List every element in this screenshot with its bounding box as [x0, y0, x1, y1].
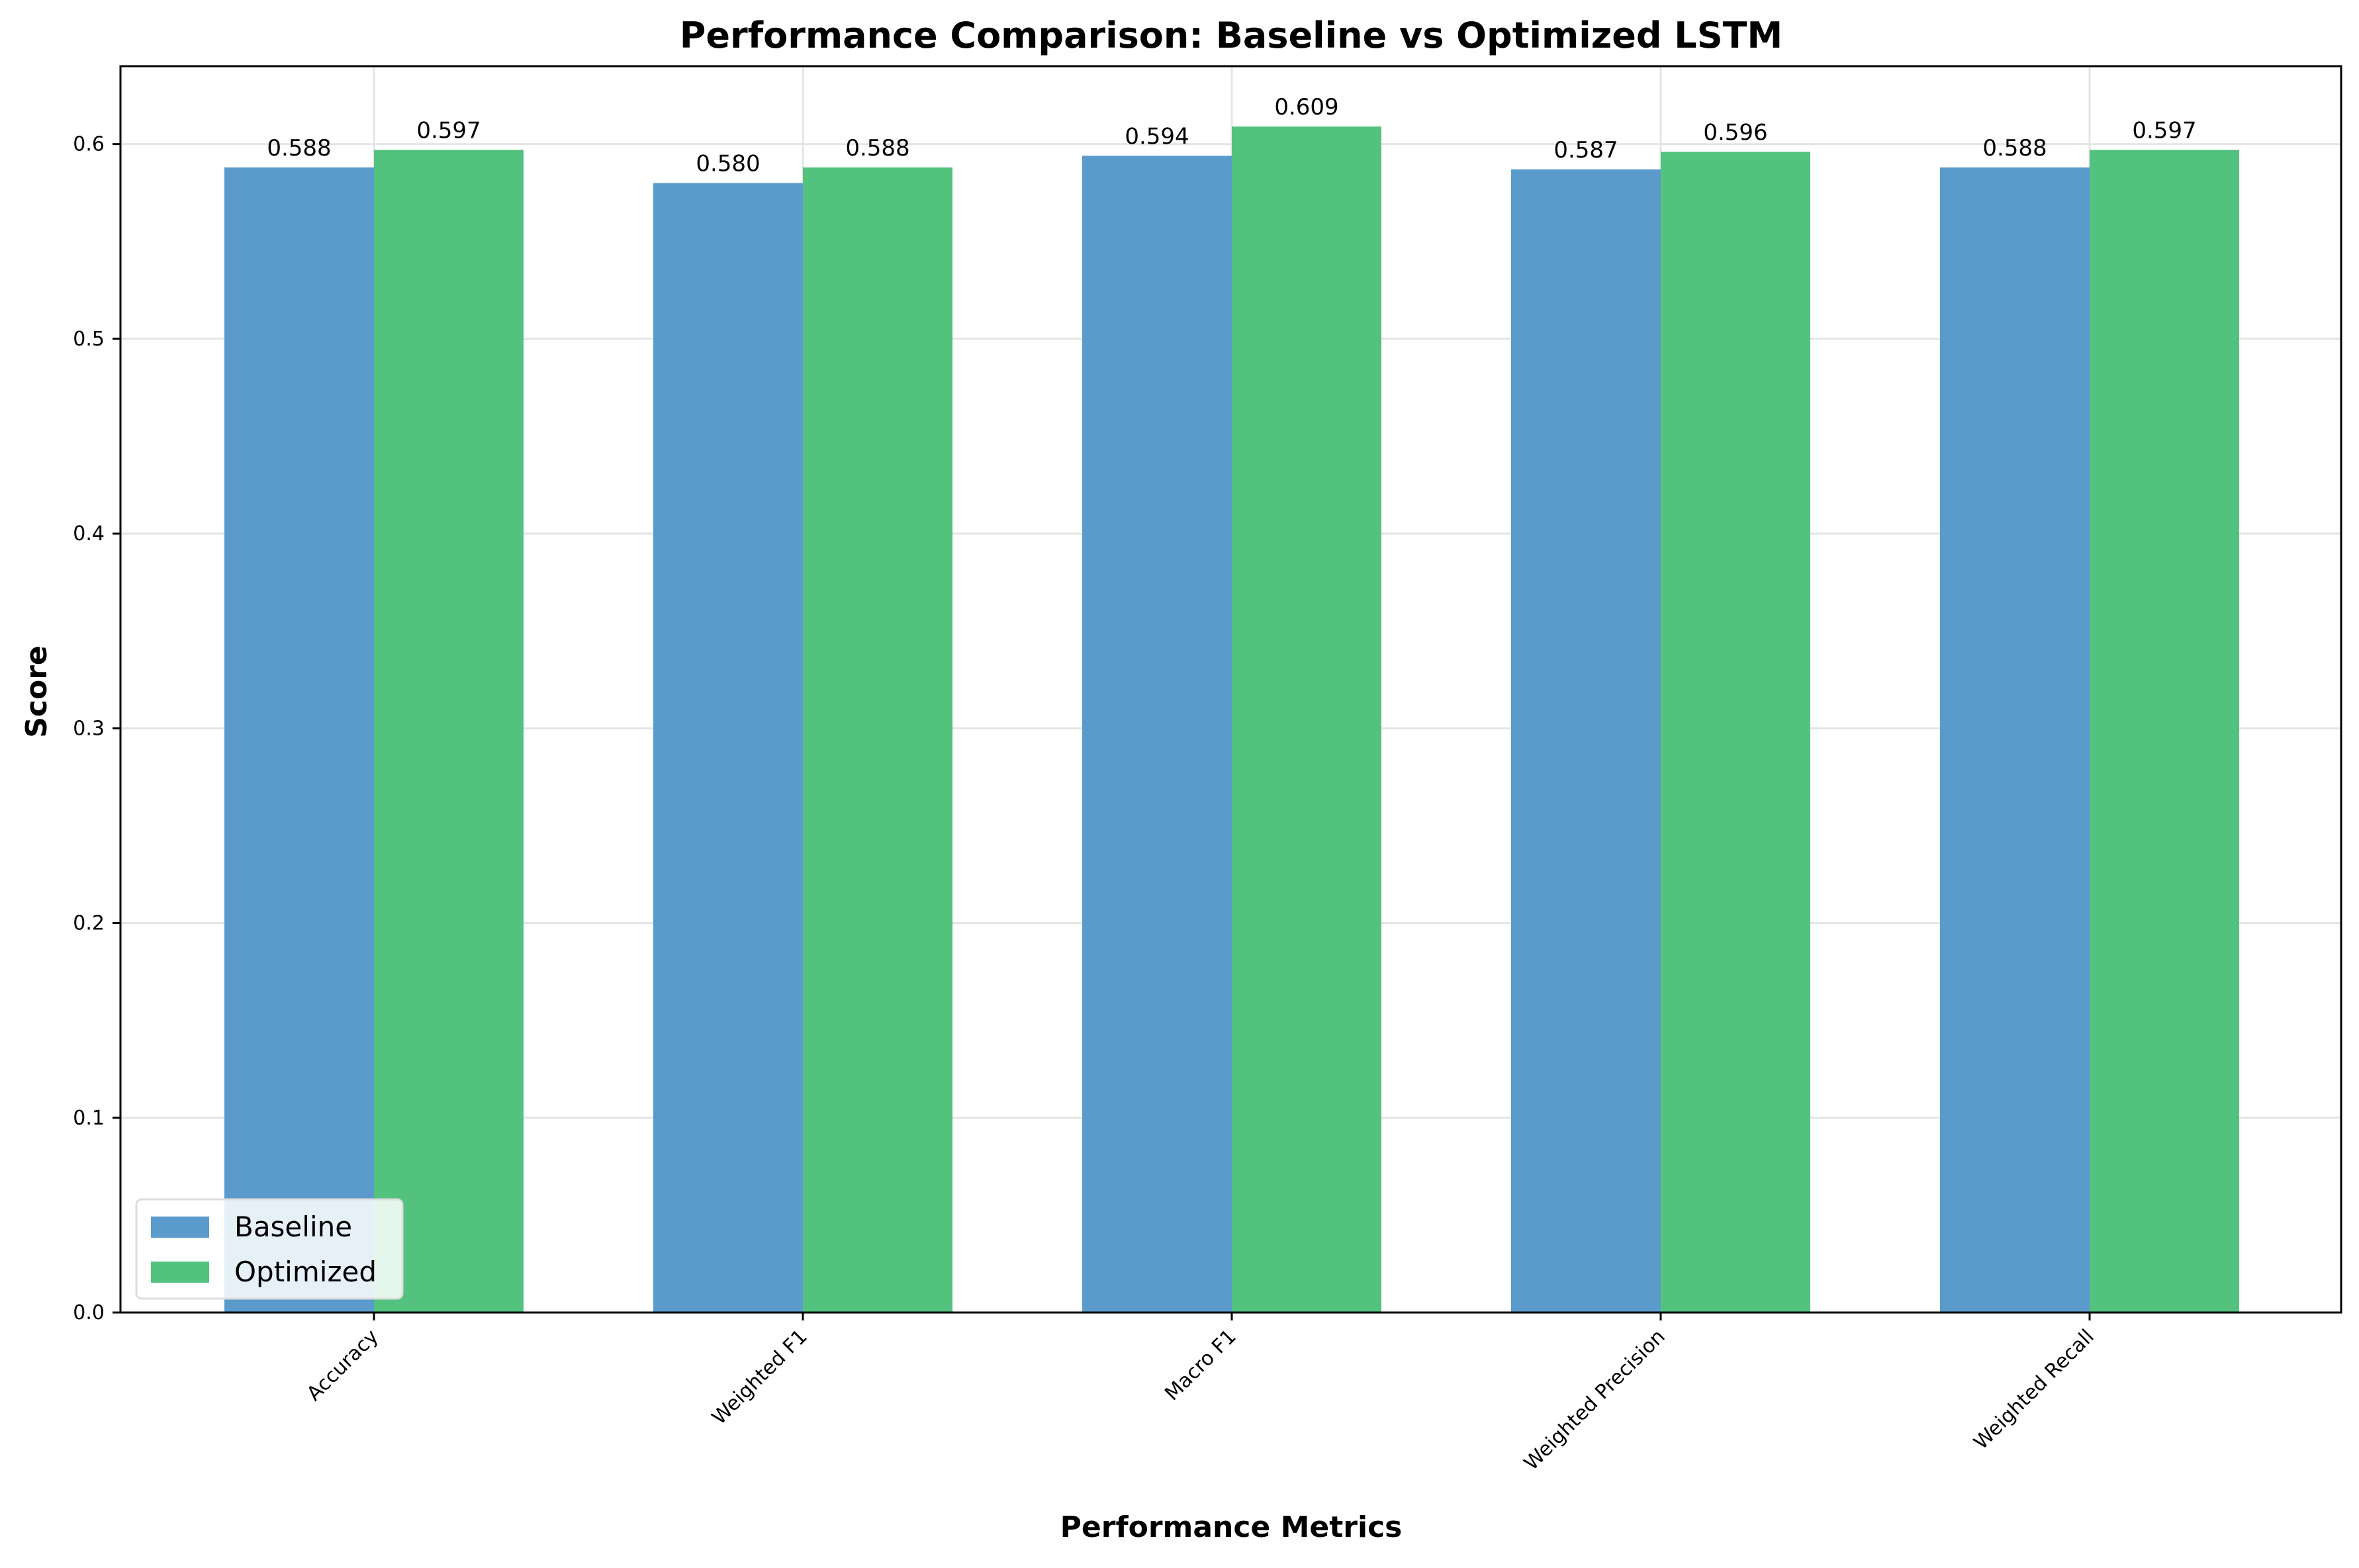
legend-swatch-baseline — [151, 1217, 209, 1238]
data-label: 0.597 — [416, 118, 481, 144]
x-axis-label: Performance Metrics — [1060, 1510, 1403, 1544]
data-label: 0.594 — [1125, 123, 1189, 150]
data-label: 0.588 — [1982, 135, 2047, 161]
data-label: 0.587 — [1553, 137, 1618, 163]
data-labels: 0.588 0.580 0.594 0.587 0.588 0.597 0.588 0.609… — [267, 94, 2196, 177]
bar-baseline-accuracy — [224, 167, 374, 1313]
chart-title: Performance Comparison: Baseline vs Opti… — [680, 15, 1782, 56]
y-axis-label: Score — [20, 645, 54, 738]
y-tick-label: 0.4 — [73, 522, 105, 545]
data-label: 0.580 — [696, 151, 760, 177]
y-tick-label: 0.6 — [73, 133, 105, 156]
legend-swatch-optimized — [151, 1262, 209, 1283]
legend-label-optimized: Optimized — [234, 1256, 377, 1288]
data-label: 0.588 — [267, 135, 331, 161]
bar-optimized-accuracy — [374, 150, 524, 1313]
y-tick-label: 0.3 — [73, 717, 105, 740]
y-tick-label: 0.2 — [73, 912, 105, 935]
bar-optimized-weighted-recall — [2090, 150, 2239, 1313]
bar-baseline-weighted-precision — [1511, 169, 1661, 1313]
data-label: 0.596 — [1703, 119, 1767, 146]
plot-frame — [119, 65, 2342, 1314]
bar-optimized-weighted-f1 — [803, 167, 952, 1313]
bar-baseline-weighted-recall — [1940, 167, 2090, 1313]
bars — [224, 126, 2239, 1313]
y-tick-label: 0.5 — [73, 328, 105, 351]
data-label: 0.609 — [1274, 94, 1338, 120]
bar-baseline-weighted-f1 — [653, 183, 803, 1313]
y-tick-label: 0.1 — [73, 1107, 105, 1130]
legend-label-baseline: Baseline — [234, 1211, 352, 1243]
bar-optimized-macro-f1 — [1232, 126, 1381, 1313]
bar-optimized-weighted-precision — [1661, 152, 1810, 1313]
bar-baseline-macro-f1 — [1082, 156, 1232, 1313]
data-label: 0.597 — [2132, 118, 2196, 144]
legend: Baseline Optimized — [135, 1198, 404, 1300]
y-tick-label: 0.0 — [73, 1301, 105, 1324]
data-label: 0.588 — [845, 135, 909, 161]
